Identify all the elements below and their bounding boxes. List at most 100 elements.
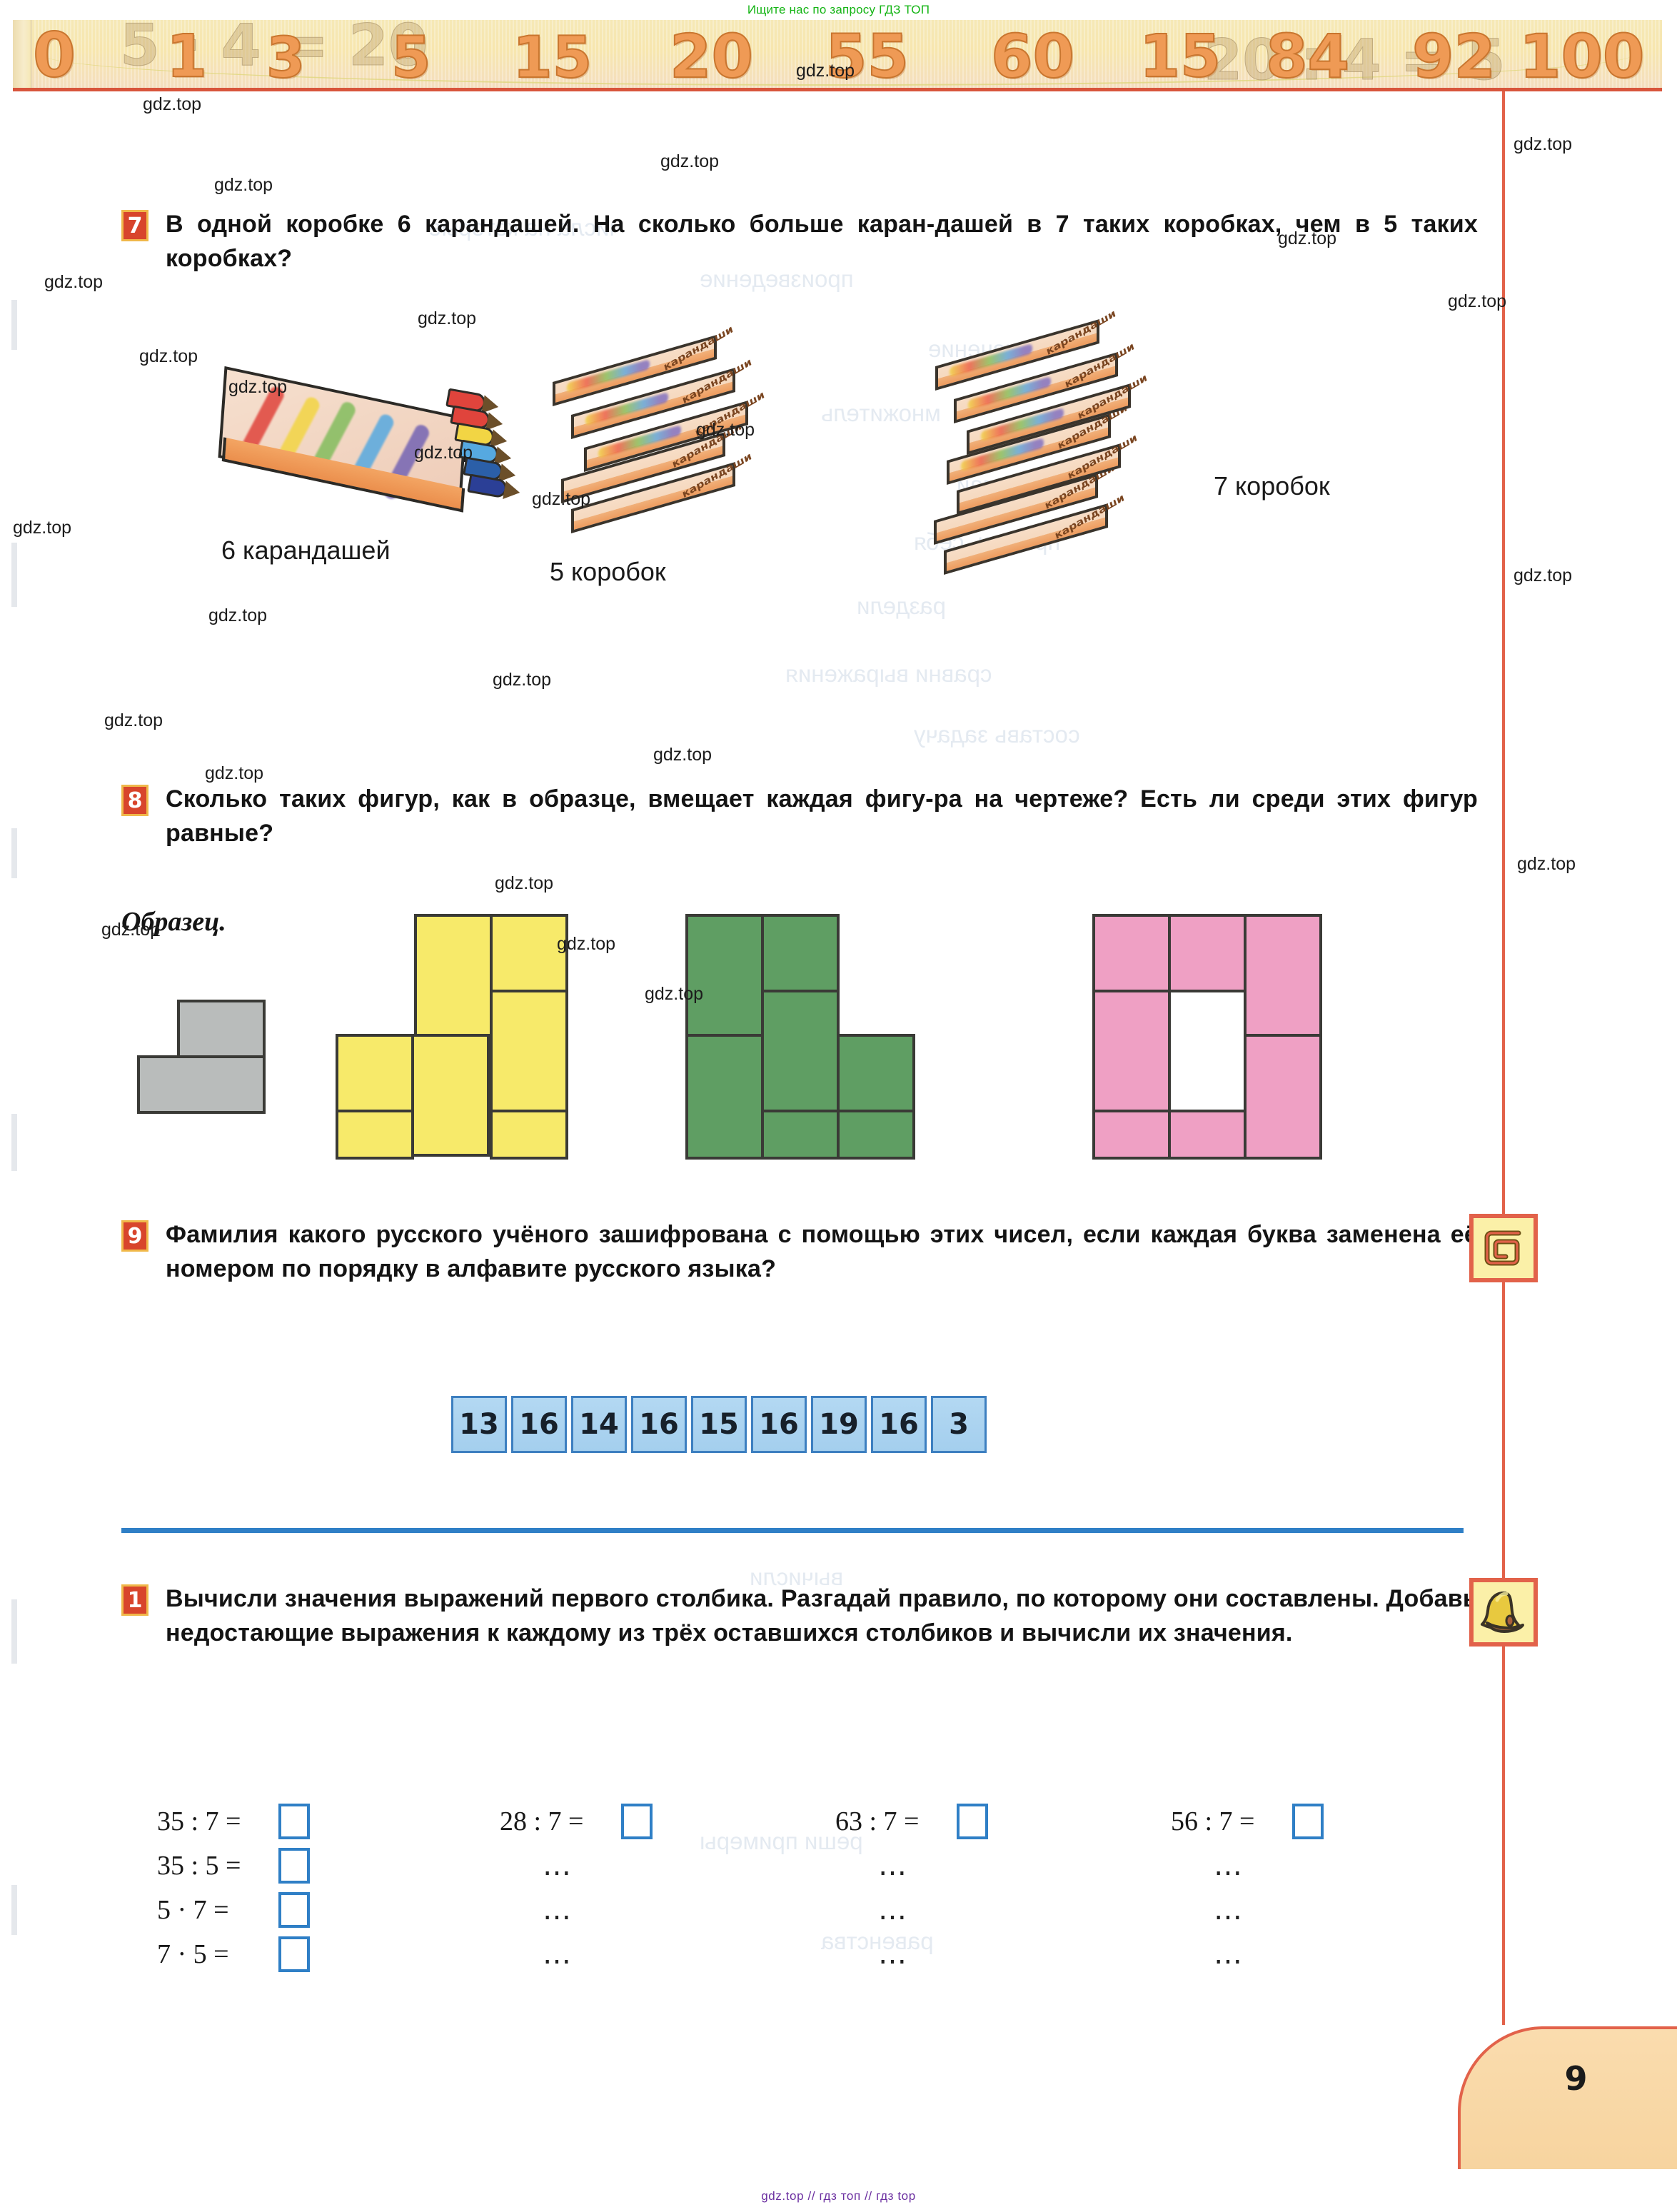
binding-mark (11, 1885, 17, 1935)
answer-box[interactable] (1292, 1804, 1324, 1839)
expression-row: 7 · 5 = (157, 1932, 310, 1976)
number-cell[interactable]: 15 (691, 1396, 747, 1453)
number-cell[interactable]: 16 (751, 1396, 807, 1453)
expression-lhs: 63 : 7 = (835, 1806, 920, 1836)
band-number-8: 15 (1139, 23, 1222, 91)
band-number-4: 15 (512, 24, 593, 91)
page-number-badge: 9 (1458, 2026, 1677, 2169)
expression-row: … (835, 1844, 988, 1888)
expression-column-2: 28 : 7 = … … … (500, 1799, 653, 1976)
watermark-label: gdz.top (44, 272, 104, 292)
expression-lhs: 35 : 7 = (157, 1806, 241, 1836)
bell-icon[interactable] (1469, 1578, 1538, 1647)
watermark-label: gdz.top (1514, 134, 1573, 154)
watermark-label: gdz.top (495, 873, 554, 893)
band-number-2: 3 (266, 26, 306, 91)
bleed-text: составь задачу (914, 721, 1080, 748)
expression-row: … (1171, 1932, 1324, 1976)
ghost-equation-1: 5 · 4 = 20 (119, 20, 428, 79)
number-cell[interactable]: 3 (931, 1396, 987, 1453)
exercise-1-text: Вычисли значения выражений первого столб… (166, 1585, 1478, 1647)
watermark-label: gdz.top (214, 175, 273, 195)
answer-box[interactable] (278, 1804, 310, 1839)
binding-mark (11, 300, 17, 350)
band-number-6: 55 (825, 21, 910, 91)
footer-text: gdz.top // гдз топ // гдз top (761, 2189, 916, 2203)
figure-green (685, 914, 928, 1160)
expression-row: … (500, 1932, 653, 1976)
expression-lhs: 7 · 5 = (157, 1939, 229, 1969)
right-margin-rule (1502, 91, 1505, 2025)
exercise-7-text: В одной коробке 6 карандашей. На сколько… (166, 211, 1478, 273)
exercise-9: 9 Фамилия какого русского учёного зашифр… (121, 1217, 1478, 1287)
expression-row: … (1171, 1844, 1324, 1888)
page-edge-shadow (13, 20, 31, 88)
answer-box[interactable] (278, 1892, 310, 1928)
watermark-label: gdz.top (660, 151, 720, 171)
band-number-10: 92 (1411, 21, 1496, 91)
expression-column-1: 35 : 7 = 35 : 5 = 5 · 7 = 7 · 5 = (157, 1799, 310, 1976)
expression-row: 28 : 7 = (500, 1799, 653, 1844)
expression-row: 63 : 7 = (835, 1799, 988, 1844)
number-cell[interactable]: 13 (451, 1396, 507, 1453)
watermark-label: gdz.top (653, 745, 712, 765)
footer: gdz.top // гдз топ // гдз top (0, 2189, 1677, 2203)
watermark-label: gdz.top (205, 763, 264, 783)
decorative-header-band: 5 · 4 = 20 20 : 4 = 5 0 1 3 5 15 20 55 6… (13, 20, 1662, 91)
expression-lhs: 56 : 7 = (1171, 1806, 1255, 1836)
exercise-9-number-strip: 13 16 14 16 15 16 19 16 3 (121, 1396, 1478, 1467)
ellipsis: … (543, 1938, 573, 1971)
ellipsis: … (1214, 1894, 1244, 1926)
band-number-9: 84 (1265, 21, 1350, 91)
answer-box[interactable] (278, 1936, 310, 1972)
band-number-5: 20 (669, 21, 754, 91)
expressions-table: 35 : 7 = 35 : 5 = 5 · 7 = 7 · 5 = 28 : 7… (121, 1799, 1478, 2042)
expression-lhs: 5 · 7 = (157, 1895, 229, 1925)
ellipsis: … (1214, 1849, 1244, 1882)
caption-5-boxes: 5 коробок (550, 557, 666, 586)
expression-row: … (835, 1888, 988, 1932)
binding-mark (11, 828, 17, 878)
bell-glyph (1479, 1587, 1529, 1637)
expression-row: … (500, 1888, 653, 1932)
expression-row: 56 : 7 = (1171, 1799, 1324, 1844)
pencil-box-open (218, 366, 508, 513)
figure-yellow (336, 914, 571, 1160)
exercise-1: 1 Вычисли значения выражений первого сто… (121, 1582, 1478, 1651)
exercise-7: 7 В одной коробке 6 карандашей. На сколь… (121, 207, 1478, 276)
watermark-label: gdz.top (1514, 565, 1573, 585)
sample-shape-gray (137, 1000, 266, 1114)
pencil-box-stack-7: карандаши карандаши карандаши карандаши … (928, 307, 1214, 671)
watermark-label: gdz.top (1448, 291, 1507, 311)
binding-mark (11, 1114, 17, 1171)
number-cell[interactable]: 16 (511, 1396, 567, 1453)
ellipsis: … (1214, 1938, 1244, 1971)
exercise-8-text: Сколько таких фигур, как в образце, вмещ… (166, 785, 1478, 848)
number-cell[interactable]: 16 (871, 1396, 927, 1453)
watermark-label: gdz.top (13, 518, 72, 538)
spiral-maze-glyph (1484, 1230, 1521, 1266)
ellipsis: … (878, 1894, 909, 1926)
number-cell[interactable]: 14 (571, 1396, 627, 1453)
binding-mark (11, 543, 17, 607)
answer-box[interactable] (621, 1804, 653, 1839)
watermark-label: gdz.top (1517, 854, 1576, 874)
band-number-1: 1 (166, 23, 208, 91)
promo-banner: Ищите нас по запросу ГДЗ ТОП (0, 0, 1677, 20)
expression-row: 35 : 5 = (157, 1844, 310, 1888)
watermark-label: gdz.top (143, 94, 202, 114)
ellipsis: … (543, 1894, 573, 1926)
exercise-8-figures: Образец. (121, 896, 1478, 1196)
ghost-equation-2: 20 : 4 = 5 (1203, 29, 1506, 91)
page-number: 9 (1564, 2059, 1588, 2098)
answer-box[interactable] (957, 1804, 988, 1839)
expression-column-3: 63 : 7 = … … … (835, 1799, 988, 1976)
number-cell[interactable]: 16 (631, 1396, 687, 1453)
answer-box[interactable] (278, 1848, 310, 1884)
number-cell[interactable]: 19 (811, 1396, 867, 1453)
expression-column-4: 56 : 7 = … … … (1171, 1799, 1324, 1976)
band-number-0: 0 (32, 20, 76, 91)
exercise-8: 8 Сколько таких фигур, как в образце, вм… (121, 782, 1478, 851)
spiral-maze-icon[interactable] (1469, 1214, 1538, 1282)
